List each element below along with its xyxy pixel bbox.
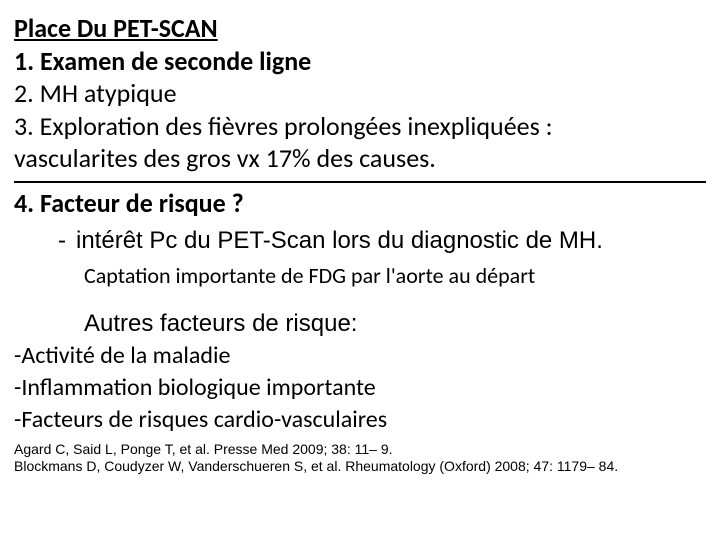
slide-title: Place Du PET-SCAN bbox=[14, 12, 706, 45]
risk-line-1: -Activité de la maladie bbox=[14, 341, 706, 371]
dash-text: intérêt Pc du PET-Scan lors du diagnosti… bbox=[76, 225, 603, 256]
risk-line-3: -Facteurs de risques cardio-vasculaires bbox=[14, 405, 706, 435]
divider-line bbox=[14, 181, 706, 183]
other-risks-title: Autres facteurs de risque: bbox=[84, 308, 706, 339]
reference-1: Agard C, Said L, Ponge T, et al. Presse … bbox=[14, 441, 706, 459]
list-item-3-line2: vascularites des gros vx 17% des causes. bbox=[14, 142, 706, 175]
reference-2: Blockmans D, Coudyzer W, Vanderschueren … bbox=[14, 458, 706, 476]
sub-indent-text: Captation importante de FDG par l'aorte … bbox=[84, 262, 706, 290]
list-item-3-line1: 3. Exploration des fièvres prolongées in… bbox=[14, 110, 706, 143]
references: Agard C, Said L, Ponge T, et al. Presse … bbox=[14, 441, 706, 476]
dash-icon: - bbox=[58, 225, 66, 256]
list-item-1: 1. Examen de seconde ligne bbox=[14, 45, 706, 78]
list-item-2: 2. MH atypique bbox=[14, 77, 706, 110]
risk-line-2: -Inflammation biologique importante bbox=[14, 373, 706, 403]
list-item-4: 4. Facteur de risque ? bbox=[14, 187, 706, 220]
dash-bullet: - intérêt Pc du PET-Scan lors du diagnos… bbox=[58, 225, 706, 256]
slide-container: Place Du PET-SCAN 1. Examen de seconde l… bbox=[0, 0, 720, 540]
